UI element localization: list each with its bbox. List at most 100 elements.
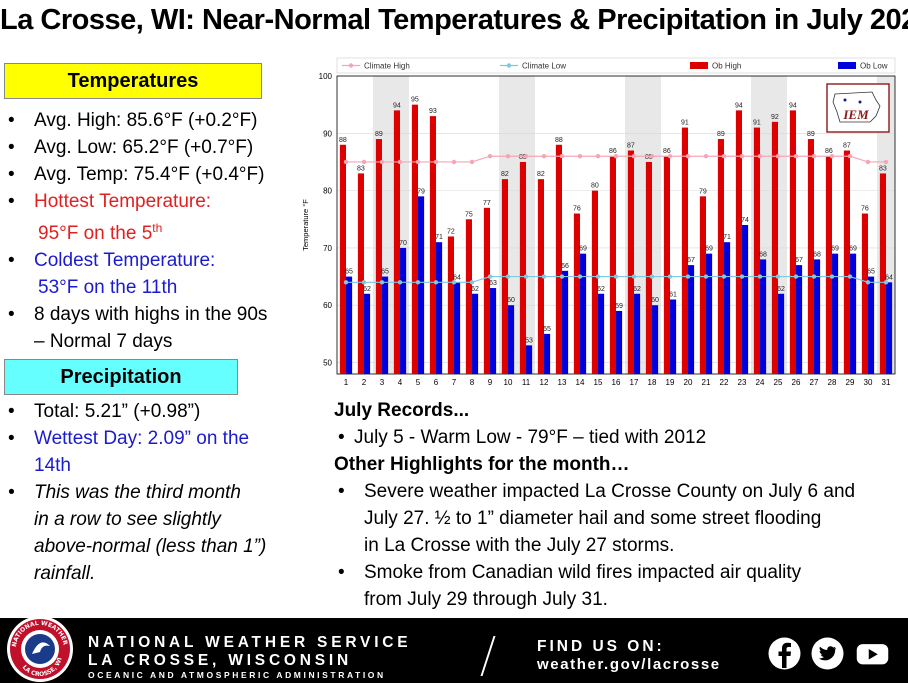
ob-high-bar: [645, 161, 652, 374]
note-line4: rainfall.: [34, 563, 96, 584]
ob-low-label: 60: [507, 297, 515, 304]
climate-high-point: [487, 154, 493, 159]
climate-high-point: [847, 154, 853, 159]
ob-high-label: 80: [591, 183, 599, 190]
legend-swatch: [690, 62, 708, 69]
ob-high-bar: [339, 144, 346, 374]
climate-low-point: [667, 274, 673, 279]
x-tick-label: 10: [504, 378, 513, 387]
climate-low-point: [451, 280, 457, 285]
ob-low-label: 62: [471, 286, 479, 293]
x-tick-label: 8: [470, 378, 475, 387]
ob-low-label: 65: [345, 269, 353, 276]
ob-high-bar: [627, 150, 634, 374]
precip-total: Total: 5.21” (+0.98”): [4, 398, 304, 425]
climate-high-point: [685, 154, 691, 159]
iem-logo-text: IEM: [842, 107, 869, 122]
page-title: La Crosse, WI: Near-Normal Temperatures …: [0, 4, 908, 36]
facebook-icon[interactable]: [768, 637, 801, 670]
note-line1: This was the third month: [34, 482, 241, 503]
wettest-line2: 14th: [34, 455, 71, 476]
climate-low-point: [847, 274, 853, 279]
ob-high-label: 87: [843, 143, 851, 150]
x-tick-label: 16: [612, 378, 621, 387]
climate-low-point: [613, 274, 619, 279]
climate-high-point: [811, 154, 817, 159]
x-tick-label: 20: [684, 378, 693, 387]
coldest-temperature: Coldest Temperature: 53°F on the 11th: [4, 247, 304, 301]
ob-high-label: 72: [447, 228, 455, 235]
precipitation-header: Precipitation: [4, 359, 238, 395]
twitter-icon[interactable]: [811, 637, 844, 670]
ob-low-label: 69: [579, 246, 587, 253]
ob-high-bar: [717, 139, 724, 374]
highlight-item: Smoke from Canadian wild fires impacted …: [334, 559, 894, 613]
ob-low-bar: [868, 276, 875, 374]
climate-low-point: [685, 274, 691, 279]
ob-low-label: 53: [525, 337, 533, 344]
ob-high-bar: [609, 156, 616, 374]
ob-low-label: 71: [723, 234, 731, 241]
ob-high-label: 94: [393, 102, 401, 109]
ob-high-bar: [843, 150, 850, 374]
ob-high-label: 92: [771, 114, 779, 121]
ob-high-bar: [807, 139, 814, 374]
coldest-value: 53°F on the 11th: [38, 277, 178, 299]
find-us-label: FIND US ON:: [537, 638, 665, 655]
ob-low-bar: [454, 282, 461, 374]
ob-low-label: 65: [867, 269, 875, 276]
x-tick-label: 26: [792, 378, 801, 387]
x-tick-label: 15: [594, 378, 603, 387]
ob-low-bar: [382, 276, 389, 374]
legend-swatch: [838, 62, 856, 69]
days-in-90s: 8 days with highs in the 90s – Normal 7 …: [4, 301, 304, 355]
climate-high-point: [721, 154, 727, 159]
climate-high-point: [613, 154, 619, 159]
ob-low-bar: [616, 310, 623, 374]
climate-high-point: [559, 154, 565, 159]
ob-high-bar: [879, 173, 886, 374]
x-tick-label: 29: [846, 378, 855, 387]
x-tick-label: 6: [434, 378, 439, 387]
ob-low-label: 70: [399, 240, 407, 247]
climate-high-point: [793, 154, 799, 159]
youtube-icon[interactable]: [856, 637, 889, 670]
ob-high-bar: [465, 219, 472, 374]
ob-low-bar: [508, 305, 515, 374]
avg-low: Avg. Low: 65.2°F (+0.7°F): [4, 134, 304, 161]
x-tick-label: 25: [774, 378, 783, 387]
ob-high-label: 89: [375, 131, 383, 138]
ob-high-label: 86: [663, 148, 671, 155]
climate-high-point: [415, 159, 421, 165]
y-tick-label: 60: [323, 301, 332, 310]
climate-high-point: [775, 154, 781, 159]
website-link[interactable]: weather.gov/lacrosse: [537, 656, 721, 673]
temperatures-header: Temperatures: [4, 63, 262, 99]
ob-low-bar: [418, 196, 425, 374]
hottest-temperature: Hottest Temperature: 95°F on the 5th: [4, 188, 304, 247]
ob-low-label: 69: [705, 246, 713, 253]
nws-name: NATIONAL WEATHER SERVICE: [88, 634, 412, 651]
ob-low-bar: [760, 259, 767, 374]
highlight1-line2: July 27. ½ to 1” diameter hail and some …: [364, 508, 822, 529]
ob-high-bar: [519, 161, 526, 374]
ob-low-bar: [436, 242, 443, 374]
x-tick-label: 12: [540, 378, 549, 387]
climate-high-point: [523, 154, 529, 159]
legend-swatch-dot: [348, 63, 354, 68]
ob-high-label: 95: [411, 97, 419, 104]
x-tick-label: 19: [666, 378, 675, 387]
ob-high-bar: [591, 190, 598, 374]
x-tick-label: 13: [558, 378, 567, 387]
ob-low-label: 65: [381, 269, 389, 276]
climate-low-point: [397, 280, 403, 285]
coldest-label: Coldest Temperature:: [34, 250, 216, 272]
hottest-value: 95°F on the 5: [38, 223, 153, 245]
climate-low-point: [829, 274, 835, 279]
wettest-day: Wettest Day: 2.09” on the 14th: [4, 425, 304, 479]
climate-low-point: [739, 274, 745, 279]
ob-high-bar: [861, 213, 868, 374]
ob-low-bar: [652, 305, 659, 374]
ob-low-label: 69: [831, 246, 839, 253]
